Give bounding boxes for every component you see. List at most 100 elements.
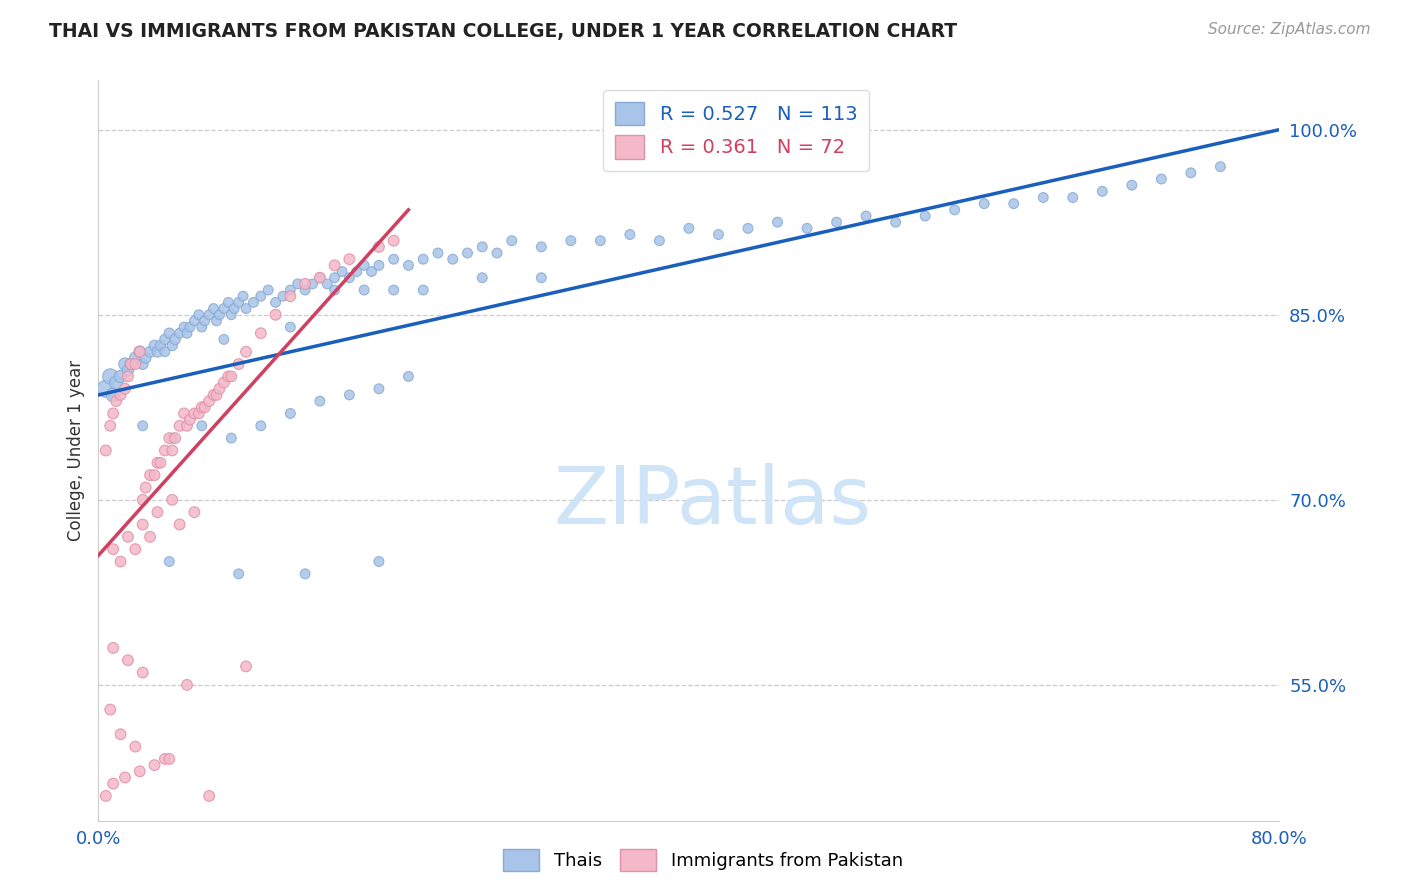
Point	[398, 369, 420, 384]
Point	[157, 555, 180, 569]
Point	[165, 333, 187, 347]
Point	[94, 789, 117, 803]
Point	[157, 326, 180, 341]
Point	[194, 314, 217, 328]
Point	[143, 758, 166, 772]
Point	[143, 338, 166, 352]
Point	[323, 283, 346, 297]
Point	[114, 382, 136, 396]
Text: Source: ZipAtlas.com: Source: ZipAtlas.com	[1208, 22, 1371, 37]
Point	[103, 542, 125, 557]
Point	[360, 264, 382, 278]
Point	[257, 283, 280, 297]
Point	[346, 264, 368, 278]
Point	[221, 431, 243, 445]
Point	[1180, 166, 1202, 180]
Point	[153, 344, 176, 359]
Point	[157, 431, 180, 445]
Point	[198, 394, 221, 409]
Point	[287, 277, 309, 291]
Point	[153, 752, 176, 766]
Point	[330, 264, 353, 278]
Point	[139, 468, 162, 483]
Point	[235, 301, 257, 316]
Point	[471, 270, 494, 285]
Point	[235, 344, 257, 359]
Point	[135, 481, 157, 495]
Point	[412, 283, 434, 297]
Point	[232, 289, 254, 303]
Point	[139, 530, 162, 544]
Point	[294, 283, 316, 297]
Point	[560, 234, 582, 248]
Point	[228, 566, 250, 581]
Point	[132, 418, 155, 433]
Point	[353, 283, 375, 297]
Point	[224, 301, 246, 316]
Point	[176, 326, 198, 341]
Point	[250, 418, 273, 433]
Point	[766, 215, 789, 229]
Point	[191, 418, 214, 433]
Point	[105, 394, 128, 409]
Point	[228, 357, 250, 371]
Point	[105, 376, 128, 390]
Point	[117, 653, 139, 667]
Point	[796, 221, 818, 235]
Point	[183, 505, 205, 519]
Point	[943, 202, 966, 217]
Point	[441, 252, 464, 267]
Point	[382, 252, 405, 267]
Point	[678, 221, 700, 235]
Point	[153, 443, 176, 458]
Point	[103, 777, 125, 791]
Point	[228, 295, 250, 310]
Point	[157, 752, 180, 766]
Point	[309, 270, 332, 285]
Point	[208, 382, 231, 396]
Point	[94, 382, 117, 396]
Point	[120, 357, 142, 371]
Point	[368, 240, 391, 254]
Point	[120, 357, 142, 371]
Point	[114, 357, 136, 371]
Y-axis label: College, Under 1 year: College, Under 1 year	[66, 359, 84, 541]
Point	[149, 338, 172, 352]
Point	[162, 443, 183, 458]
Point	[128, 344, 150, 359]
Point	[194, 401, 217, 415]
Point	[132, 357, 155, 371]
Point	[173, 320, 195, 334]
Point	[242, 295, 264, 310]
Point	[117, 363, 139, 377]
Point	[301, 277, 323, 291]
Point	[132, 517, 155, 532]
Point	[382, 234, 405, 248]
Point	[117, 369, 139, 384]
Point	[117, 530, 139, 544]
Point	[412, 252, 434, 267]
Point	[398, 259, 420, 273]
Point	[162, 431, 183, 445]
Point	[191, 320, 214, 334]
Point	[205, 314, 228, 328]
Point	[110, 555, 132, 569]
Point	[124, 351, 146, 365]
Point	[1032, 190, 1054, 204]
Point	[457, 246, 479, 260]
Point	[114, 771, 136, 785]
Point	[707, 227, 730, 242]
Point	[205, 388, 228, 402]
Point	[235, 659, 257, 673]
Point	[191, 401, 214, 415]
Point	[176, 418, 198, 433]
Point	[427, 246, 450, 260]
Point	[169, 326, 191, 341]
Point	[1121, 178, 1143, 193]
Point	[1091, 185, 1114, 199]
Point	[176, 678, 198, 692]
Point	[153, 333, 176, 347]
Point	[501, 234, 523, 248]
Point	[1002, 196, 1025, 211]
Point	[202, 388, 225, 402]
